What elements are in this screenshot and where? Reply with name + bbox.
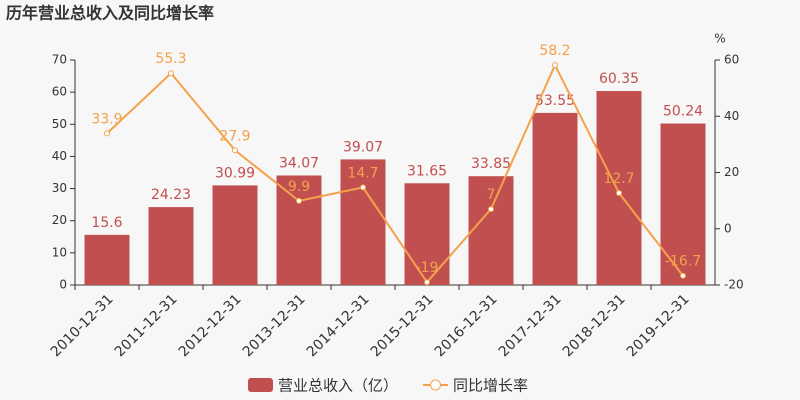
line-value-label: 58.2: [539, 43, 570, 59]
y-tick-label: 10: [52, 245, 67, 259]
y2-axis-label: %: [714, 32, 725, 46]
legend-swatch: [430, 379, 442, 391]
bar: [276, 175, 322, 285]
line-value-label: 27.9: [219, 128, 250, 144]
bar: [404, 183, 450, 285]
bar: [660, 123, 706, 285]
line-point: [296, 197, 302, 204]
bar-value-label: 15.6: [91, 215, 122, 231]
line-value-label: 33.9: [91, 111, 122, 127]
bar: [532, 112, 578, 285]
y-tick-label: 50: [52, 117, 67, 131]
bar-value-label: 53.55: [535, 93, 575, 109]
line-point: [488, 206, 494, 213]
y-tick-label: 20: [52, 213, 67, 227]
y-tick-label: 0: [59, 278, 67, 292]
bar-value-label: 34.07: [279, 155, 319, 171]
y2-tick-label: 20: [724, 165, 739, 179]
y2-tick-label: 40: [724, 109, 739, 123]
line-value-label: 14.7: [347, 165, 378, 181]
bar: [596, 91, 642, 286]
bar-value-label: 31.65: [407, 163, 447, 179]
line-point: [360, 184, 366, 191]
line-value-label: -19: [416, 260, 439, 276]
line-point: [616, 190, 622, 197]
bar-value-label: 33.85: [471, 156, 511, 172]
bar-value-label: 50.24: [663, 104, 703, 120]
y-tick-label: 70: [52, 53, 67, 67]
line-point: [104, 130, 110, 137]
y2-tick-label: 0: [724, 221, 732, 235]
bar-value-label: 39.07: [343, 139, 383, 155]
line-value-label: 7: [487, 187, 496, 203]
line-point: [232, 147, 238, 154]
line-value-label: 12.7: [603, 171, 634, 187]
y2-tick-label: -20: [724, 278, 744, 292]
bar: [340, 159, 386, 285]
line-point: [680, 272, 686, 279]
legend-label: 同比增长率: [453, 377, 528, 395]
legend-swatch: [248, 378, 273, 392]
bar: [148, 207, 194, 285]
line-point: [168, 70, 174, 77]
y2-tick-label: 60: [724, 53, 739, 67]
bar-value-label: 24.23: [151, 187, 191, 203]
y-tick-label: 30: [52, 181, 67, 195]
y-tick-label: 40: [52, 149, 67, 163]
line-value-label: -16.7: [665, 254, 701, 270]
bar: [212, 185, 258, 285]
line-point: [424, 279, 430, 286]
line-point: [552, 62, 558, 69]
bar-value-label: 60.35: [599, 71, 639, 87]
y-tick-label: 60: [52, 85, 67, 99]
bar: [84, 234, 130, 285]
bar-value-label: 30.99: [215, 165, 255, 181]
bar: [468, 176, 514, 285]
chart-title: 历年营业总收入及同比增长率: [6, 4, 214, 23]
line-value-label: 9.9: [288, 179, 310, 195]
line-value-label: 55.3: [155, 51, 186, 67]
line: [106, 62, 684, 284]
legend-label: 营业总收入（亿）: [278, 377, 398, 395]
